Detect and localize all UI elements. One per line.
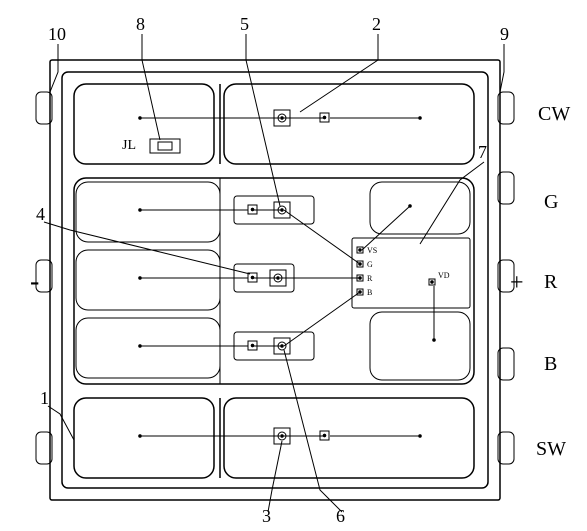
pin-label-B: B bbox=[544, 353, 557, 375]
ic-pin-label-VD: VD bbox=[438, 271, 450, 280]
callout-2: 2 bbox=[372, 14, 381, 34]
callout-6: 6 bbox=[336, 506, 345, 526]
pin-label-CW: CW bbox=[538, 103, 570, 125]
wire-dot bbox=[418, 434, 421, 437]
wire-dot bbox=[418, 116, 421, 119]
callout-8: 8 bbox=[136, 14, 145, 34]
wire-dot bbox=[432, 338, 435, 341]
ic-pin-label-B: B bbox=[367, 288, 372, 297]
callout-1: 1 bbox=[40, 388, 49, 408]
wire-dot bbox=[138, 116, 141, 119]
callout-4: 4 bbox=[36, 204, 45, 224]
callout-10: 10 bbox=[48, 24, 66, 44]
ic-pin-label-R: R bbox=[367, 274, 373, 283]
jl-label: JL bbox=[122, 138, 136, 153]
wire-dot bbox=[138, 434, 141, 437]
wire-dot bbox=[408, 204, 411, 207]
wire-dot bbox=[358, 248, 361, 251]
callout-5: 5 bbox=[240, 14, 249, 34]
label-minus: - bbox=[30, 266, 39, 297]
ic-pin-label-G: G bbox=[367, 260, 373, 269]
pin-label-R: R bbox=[544, 271, 558, 293]
callout-3: 3 bbox=[262, 506, 271, 526]
ic-pin-label-VS: VS bbox=[367, 246, 377, 255]
wire-dot bbox=[430, 280, 433, 283]
label-plus: + bbox=[510, 270, 524, 296]
pin-label-SW: SW bbox=[536, 438, 566, 460]
callout-7: 7 bbox=[478, 142, 487, 162]
wire-dot bbox=[138, 276, 141, 279]
callout-9: 9 bbox=[500, 24, 509, 44]
pin-label-G: G bbox=[544, 191, 558, 213]
wire-dot bbox=[138, 344, 141, 347]
wire-dot bbox=[138, 208, 141, 211]
